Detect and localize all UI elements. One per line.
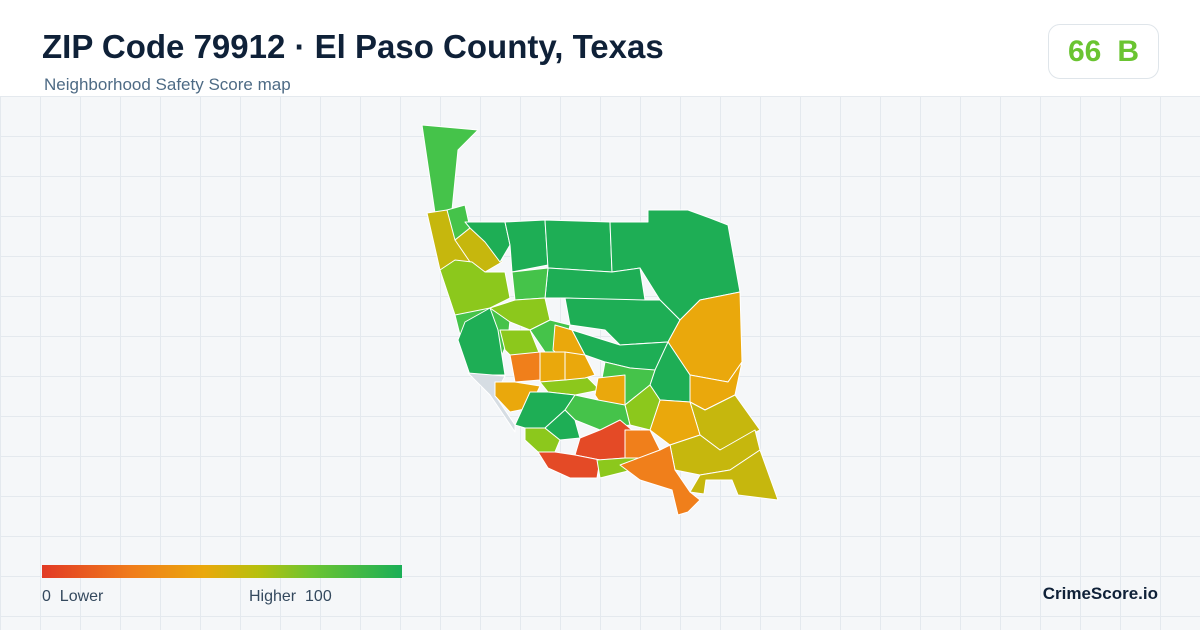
region-south-orange-2[interactable] bbox=[619, 444, 701, 516]
page-subtitle: Neighborhood Safety Score map bbox=[44, 75, 291, 94]
region-ne-4[interactable] bbox=[544, 267, 646, 301]
region-center-a[interactable] bbox=[509, 351, 541, 383]
page-title: ZIP Code 79912 · El Paso County, Texas bbox=[42, 28, 664, 65]
legend-high: Higher 100 bbox=[249, 588, 332, 606]
score-value: 66 bbox=[1067, 34, 1102, 68]
region-center-b[interactable] bbox=[539, 351, 566, 383]
region-center-d[interactable] bbox=[564, 351, 596, 381]
header-band bbox=[0, 0, 1200, 96]
score-badge: 66 B bbox=[1048, 24, 1159, 79]
legend-low: 0 Lower bbox=[42, 588, 103, 606]
legend-max: 100 bbox=[305, 588, 332, 605]
region-sw-e[interactable] bbox=[544, 409, 581, 441]
region-ne-5[interactable] bbox=[511, 267, 549, 301]
region-ne-2[interactable] bbox=[544, 219, 613, 273]
legend-min: 0 bbox=[42, 588, 51, 605]
brand-logo-text: CrimeScore.io bbox=[1042, 584, 1158, 603]
score-grade: B bbox=[1117, 34, 1140, 68]
region-north-peak[interactable] bbox=[421, 124, 479, 214]
legend-max-label: Higher bbox=[249, 588, 297, 605]
region-ne-1[interactable] bbox=[504, 219, 549, 273]
legend-min-label: Lower bbox=[59, 588, 104, 605]
region-east-7[interactable] bbox=[689, 449, 779, 501]
legend-gradient-bar bbox=[42, 565, 402, 578]
